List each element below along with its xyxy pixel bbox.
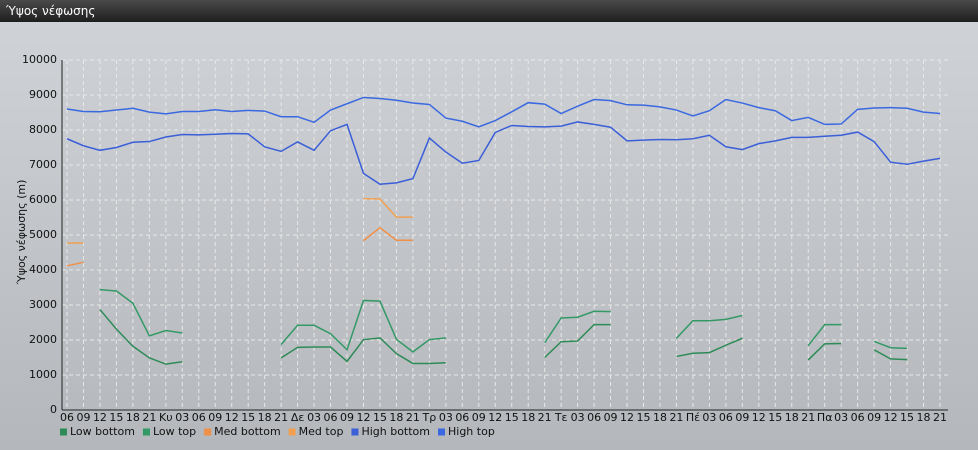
legend-swatch <box>438 428 445 436</box>
x-tick-label: 09 <box>472 411 486 424</box>
x-tick-label: 06 <box>455 411 469 424</box>
x-tick-label: 21 <box>274 411 288 424</box>
x-tick-label: 15 <box>109 411 123 424</box>
x-tick-label: Τρ <box>422 411 437 424</box>
panel-title: Ύψος νέφωσης <box>0 0 978 22</box>
x-tick-label: 18 <box>258 411 272 424</box>
x-tick-label: 12 <box>620 411 634 424</box>
series-line <box>67 197 413 244</box>
y-tick-label: 7000 <box>29 158 57 171</box>
y-tick-label: 8000 <box>29 123 57 136</box>
x-tick-label: Πα <box>817 411 833 424</box>
x-tick-label: 09 <box>340 411 354 424</box>
legend-label: Med top <box>299 425 344 438</box>
x-tick-label: 03 <box>439 411 453 424</box>
x-tick-label: 06 <box>587 411 601 424</box>
x-tick-label: 09 <box>208 411 222 424</box>
y-tick-label: 4000 <box>29 263 57 276</box>
x-tick-label: Τε <box>554 411 568 424</box>
y-tick-label: 0 <box>50 403 57 416</box>
x-tick-label: 06 <box>719 411 733 424</box>
x-tick-label: 03 <box>702 411 716 424</box>
legend-label: Low top <box>153 425 196 438</box>
y-tick-label: 1000 <box>29 368 57 381</box>
x-tick-label: 18 <box>653 411 667 424</box>
x-tick-label: 03 <box>307 411 321 424</box>
x-tick-label: Πέ <box>686 411 700 424</box>
legend-swatch <box>204 428 212 436</box>
x-tick-label: 15 <box>900 411 914 424</box>
x-tick-label: 21 <box>406 411 420 424</box>
x-tick-label: 15 <box>637 411 651 424</box>
x-tick-label: 21 <box>538 411 552 424</box>
x-tick-label: 06 <box>192 411 206 424</box>
x-tick-label: 15 <box>768 411 782 424</box>
x-tick-label: 12 <box>884 411 898 424</box>
series-line <box>99 288 908 353</box>
x-tick-label: 21 <box>933 411 947 424</box>
x-tick-label: 09 <box>735 411 749 424</box>
legend-swatch <box>288 428 296 436</box>
legend-label: Low bottom <box>70 425 135 438</box>
series-line <box>66 226 413 267</box>
legend-swatch <box>60 428 67 436</box>
y-tick-label: 2000 <box>29 333 57 346</box>
x-tick-label: 06 <box>851 411 865 424</box>
x-tick-label: 06 <box>324 411 338 424</box>
y-axis-label: Ύψος νέφωσης (m) <box>15 180 28 286</box>
x-tick-label: 09 <box>76 411 90 424</box>
legend-swatch <box>142 428 150 436</box>
x-tick-label: 12 <box>93 411 107 424</box>
legend-label: Med bottom <box>214 425 281 438</box>
x-tick-label: Κυ <box>159 411 173 424</box>
x-tick-label: 03 <box>834 411 848 424</box>
series-line <box>66 121 941 186</box>
x-tick-label: Δε <box>291 411 305 424</box>
y-tick-label: 10000 <box>22 53 57 66</box>
x-tick-label: 21 <box>669 411 683 424</box>
x-tick-label: 12 <box>356 411 370 424</box>
x-tick-label: 09 <box>604 411 618 424</box>
chart-background <box>0 22 978 450</box>
series-line <box>66 96 941 128</box>
x-tick-label: 06 <box>60 411 74 424</box>
x-tick-label: 21 <box>801 411 815 424</box>
legend-swatch <box>351 428 359 436</box>
y-tick-label: 9000 <box>29 88 57 101</box>
x-tick-label: 12 <box>752 411 766 424</box>
x-tick-label: 21 <box>142 411 156 424</box>
x-tick-label: 12 <box>225 411 239 424</box>
series-line <box>99 309 908 365</box>
y-tick-label: 5000 <box>29 228 57 241</box>
y-tick-label: 3000 <box>29 298 57 311</box>
x-tick-label: 18 <box>126 411 140 424</box>
x-tick-label: 03 <box>571 411 585 424</box>
x-tick-label: 18 <box>389 411 403 424</box>
y-tick-label: 6000 <box>29 193 57 206</box>
legend-label: High top <box>448 425 495 438</box>
x-tick-label: 15 <box>373 411 387 424</box>
x-tick-label: 15 <box>505 411 519 424</box>
x-tick-label: 12 <box>488 411 502 424</box>
x-tick-label: 18 <box>521 411 535 424</box>
chart: Ύψος νέφωσης (m) 0 1000 2000 3000 4000 5000 60… <box>0 22 978 450</box>
x-tick-label: 15 <box>241 411 255 424</box>
x-tick-label: 18 <box>785 411 799 424</box>
x-tick-label: 18 <box>917 411 931 424</box>
x-tick-label: 09 <box>867 411 881 424</box>
x-tick-label: 03 <box>175 411 189 424</box>
legend-label: High bottom <box>361 425 430 438</box>
